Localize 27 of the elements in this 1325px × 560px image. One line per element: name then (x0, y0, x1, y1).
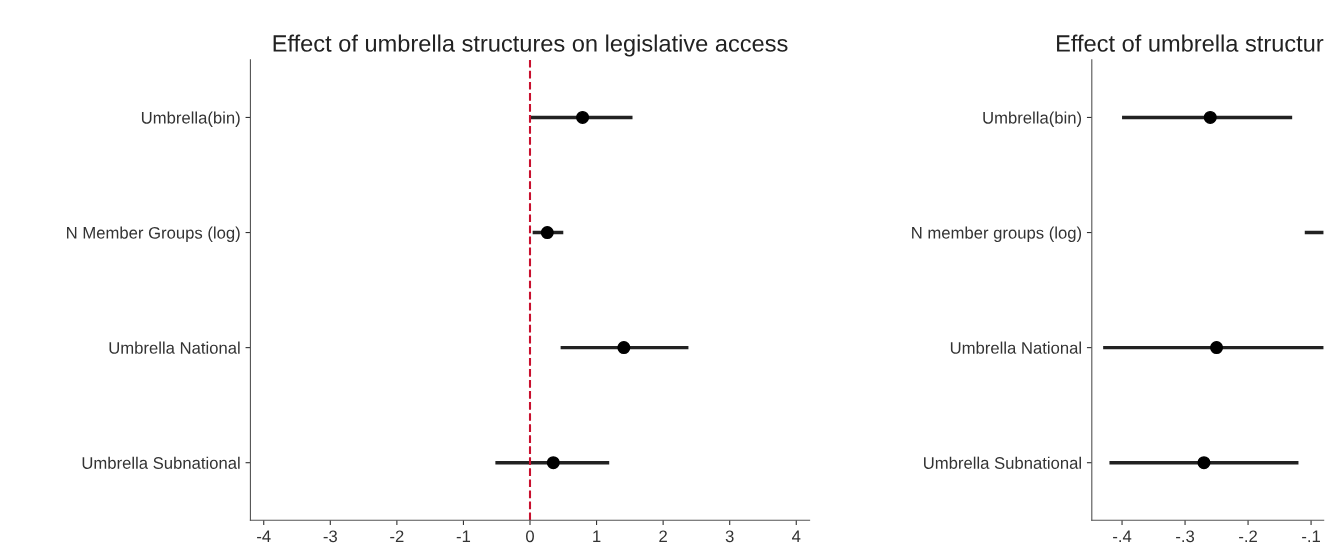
y-tick-label: Umbrella National (109, 341, 240, 354)
x-tick-label: -1 (456, 530, 471, 543)
x-tick-label: -.3 (1176, 530, 1195, 543)
x-tick-label: 4 (792, 530, 801, 543)
x-tick-label: 3 (725, 530, 734, 543)
x-tick-label: -3 (323, 530, 337, 543)
y-tick-label: Umbrella Subnational (924, 456, 1081, 469)
point (540, 226, 554, 240)
x-tick-label: -.1 (1302, 530, 1320, 543)
y-tick-label: N member groups (log) (912, 226, 1082, 243)
y-tick-label: Umbrella Subnational (82, 456, 240, 469)
y-tick-label: Umbrella(bin) (983, 111, 1082, 127)
x-tick-label: -.4 (1113, 530, 1132, 543)
x-tick-label: 1 (593, 530, 601, 543)
chart-title: Effect of umbrella structur (1057, 34, 1324, 52)
point (617, 341, 631, 355)
x-tick-label: 2 (659, 530, 667, 543)
x-tick-label: -2 (390, 530, 404, 543)
y-tick-label: N Member Groups (log) (67, 226, 240, 243)
x-tick-label: -4 (257, 530, 271, 543)
x-tick-label: -.2 (1239, 530, 1257, 543)
chart-title: Effect of umbrella structures on legislative access (273, 34, 788, 57)
point (576, 110, 590, 124)
x-tick-label: 0 (526, 530, 534, 543)
y-tick-label: Umbrella(bin) (141, 111, 240, 127)
point (546, 456, 560, 470)
y-tick-label: Umbrella National (950, 341, 1081, 354)
